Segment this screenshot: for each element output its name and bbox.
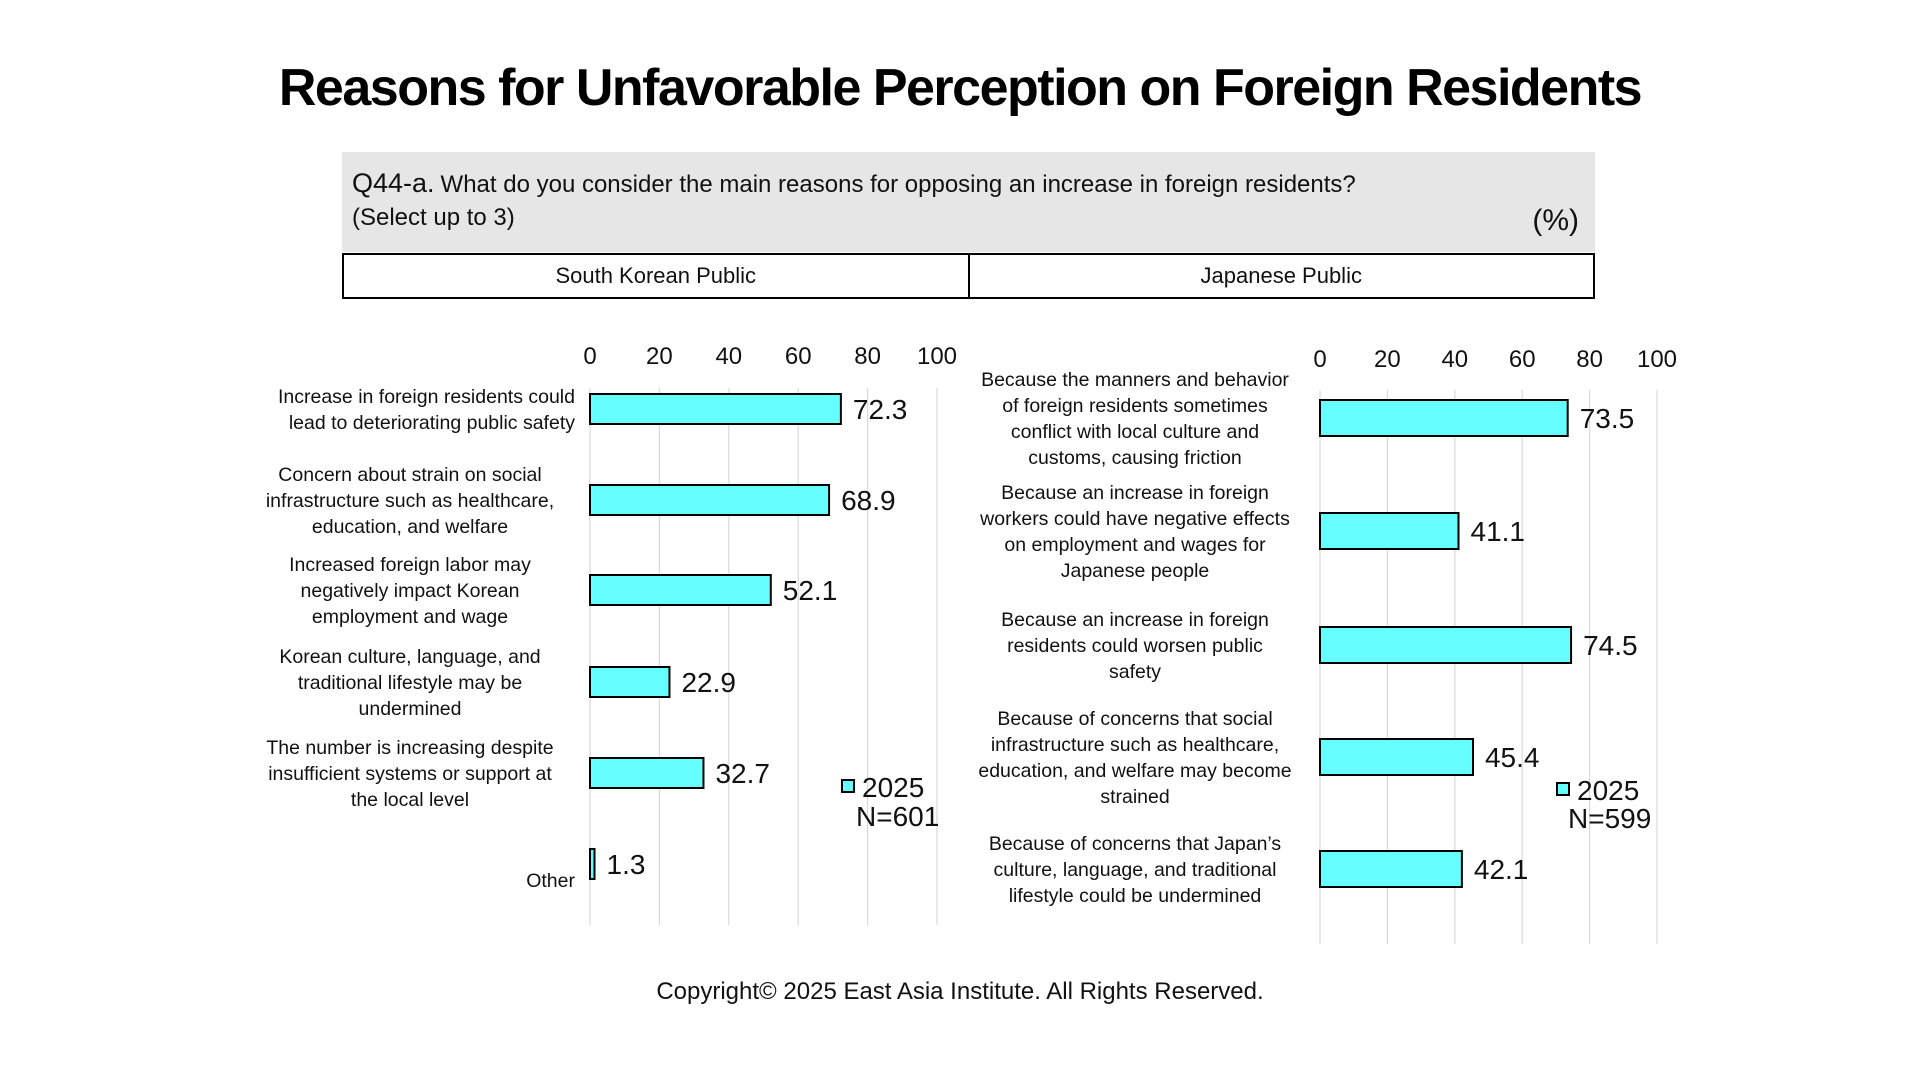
legend-swatch: [841, 779, 855, 793]
category-label: Because of concerns that Japan’s culture,…: [989, 833, 1282, 907]
data-label: 32.7: [715, 758, 770, 789]
data-label: 73.5: [1580, 403, 1635, 434]
category-label: Because the manners and behavior of forei…: [981, 369, 1289, 469]
bar: [589, 757, 705, 789]
question-note: (Select up to 3): [352, 204, 515, 231]
sample-size-label: N=599: [1568, 803, 1651, 834]
x-tick-label: 60: [785, 343, 812, 370]
category-label: The number is increasing despite insuffic…: [266, 737, 553, 811]
chart-title: Reasons for Unfavorable Perception on Fo…: [278, 59, 1643, 117]
bar: [589, 848, 596, 880]
bar: [1319, 626, 1573, 664]
chart-south-korea: 0 20 40 60 80 100 Increase in foreign resident…: [266, 343, 957, 925]
x-tick-label: 80: [854, 343, 881, 370]
data-label: 74.5: [1583, 630, 1638, 661]
data-label: 22.9: [681, 667, 736, 698]
data-label: 72.3: [853, 394, 908, 425]
data-label: 41.1: [1471, 516, 1526, 547]
x-tick-label: 60: [1509, 346, 1536, 373]
category-label: Because an increase in foreign workers co…: [979, 482, 1290, 582]
x-tick-label: 80: [1576, 346, 1603, 373]
category-label: Concern about strain on social infrastruc…: [266, 464, 554, 538]
x-tick-label: 100: [1637, 346, 1677, 373]
chart-japan: 0 20 40 60 80 100 Because the manners and beha…: [978, 346, 1677, 944]
x-tick-label: 0: [583, 343, 596, 370]
category-label: Increased foreign labor may negatively im…: [289, 554, 531, 628]
panel-header-row: South Korean Public Japanese Public: [342, 253, 1595, 299]
question-box: Q44-a. What do you consider the main reas…: [342, 152, 1595, 252]
data-label: 68.9: [841, 485, 896, 516]
x-tick-label: 40: [1441, 346, 1468, 373]
bar: [589, 484, 831, 516]
x-tick-label: 20: [646, 343, 673, 370]
bar: [1319, 738, 1474, 776]
question-id: Q44-a.: [352, 168, 435, 198]
category-label: Increase in foreign residents could lead …: [278, 386, 575, 434]
category-label: Because of concerns that social infrastru…: [978, 708, 1291, 808]
data-label: 52.1: [783, 575, 838, 606]
question-line: Q44-a. What do you consider the main reas…: [352, 168, 1356, 199]
copyright-footer: Copyright© 2025 East Asia Institute. All…: [656, 978, 1264, 1005]
legend-swatch: [1556, 782, 1570, 796]
bar: [1319, 850, 1463, 888]
category-label: Because an increase in foreign residents …: [1001, 609, 1269, 683]
header-japanese-public: Japanese Public: [967, 255, 1594, 297]
bar: [1319, 512, 1460, 550]
data-label: 45.4: [1485, 742, 1540, 773]
bar: [1319, 399, 1569, 437]
header-south-korean-public: South Korean Public: [555, 263, 757, 288]
x-tick-label: 40: [715, 343, 742, 370]
data-label: 1.3: [607, 849, 646, 880]
category-label: Other: [526, 870, 575, 892]
bar: [589, 666, 671, 698]
x-tick-label: 0: [1313, 346, 1326, 373]
data-label: 42.1: [1474, 854, 1529, 885]
bar: [589, 574, 772, 606]
question-text: What do you consider the main reasons fo…: [440, 171, 1356, 198]
x-tick-label: 20: [1374, 346, 1401, 373]
bar: [589, 393, 842, 425]
legend-label: 2025: [1577, 775, 1639, 806]
unit-label: (%): [1532, 204, 1579, 237]
sample-size-label: N=601: [856, 801, 939, 832]
legend-label: 2025: [862, 772, 924, 803]
x-tick-label: 100: [917, 343, 957, 370]
category-label: Korean culture, language, and traditional…: [279, 646, 540, 720]
